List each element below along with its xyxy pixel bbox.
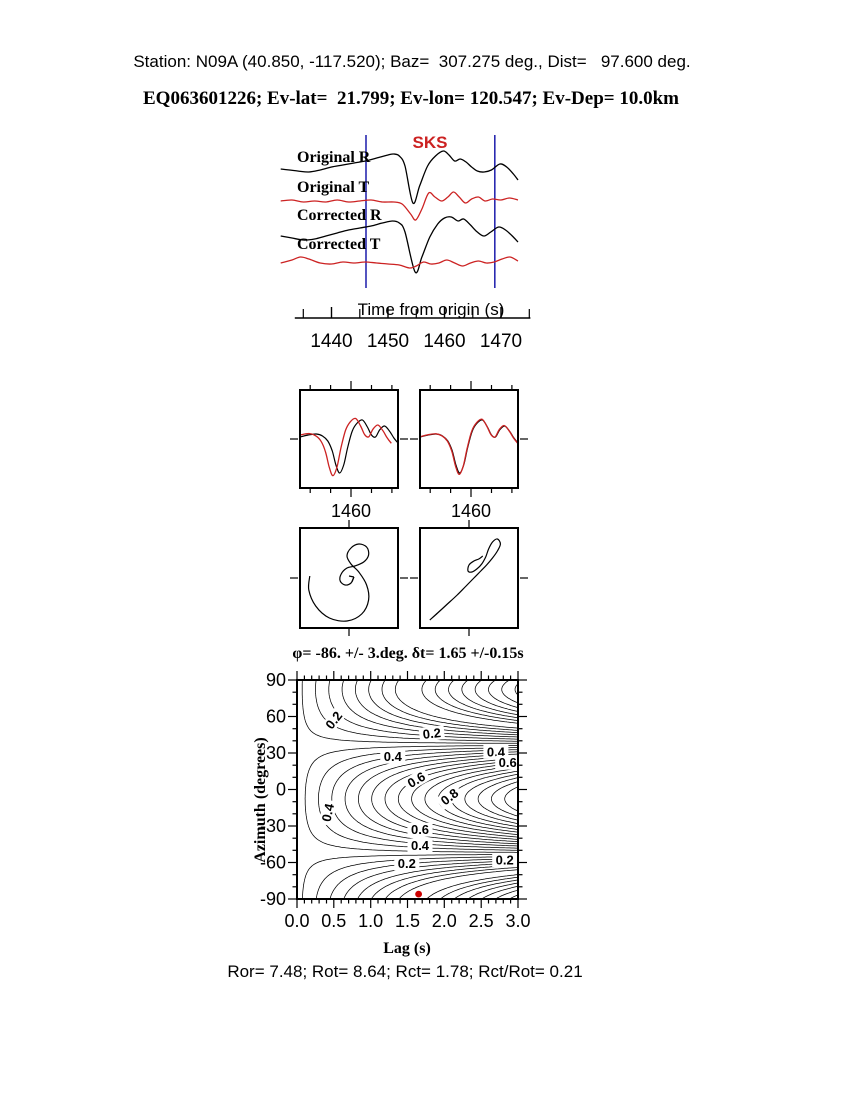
tick-label: 0.6 xyxy=(411,822,429,837)
trace-label-corrected-r: Corrected R xyxy=(297,207,382,224)
tick-label: 1460 xyxy=(451,501,491,521)
tick-label: 30 xyxy=(266,743,286,763)
contour-value-label: 0.6 xyxy=(407,822,433,837)
error-surface-plot: 0.20.20.4 0.40.60.60.80.40.60.40.2 0.20.0 0… xyxy=(260,670,531,931)
tick-label: 0.6 xyxy=(499,755,517,770)
tick-label: 1.0 xyxy=(358,911,383,931)
panel-pulses xyxy=(420,418,518,476)
particle-motion-trace xyxy=(307,543,370,622)
contour-value-label: 0.2 xyxy=(418,725,445,742)
tick-label: 1450 xyxy=(367,331,409,352)
contour-value-label: 0.2 xyxy=(394,856,420,871)
trace-corrected-t xyxy=(280,256,519,269)
particle-motion-panels xyxy=(290,520,528,636)
contour-value-label: 0.4 xyxy=(483,744,509,759)
tick-label: 0.4 xyxy=(319,801,338,823)
event-header: EQ063601226; Ev-lat= 21.799; Ev-lon= 120… xyxy=(143,88,679,109)
splitting-result-title: φ= -86. +/- 3.deg. δt= 1.65 +/-0.15s xyxy=(292,645,524,662)
contour-value-label: 0.4 xyxy=(407,838,433,853)
tick-label: 1470 xyxy=(480,331,522,352)
best-fit-point xyxy=(415,890,422,898)
tick-label: 1460 xyxy=(331,501,371,521)
tick-label: 0.4 xyxy=(411,838,430,853)
tick-label: 2.5 xyxy=(469,911,494,931)
contour-value-label: 0.4 xyxy=(318,798,338,827)
contour-value-label: 0.8 xyxy=(435,783,464,811)
tick-label: 60 xyxy=(266,707,286,727)
contour-value-label: 0.2 xyxy=(320,706,348,735)
contour-value-label: 0.4 xyxy=(380,749,406,764)
trace-corrected-r xyxy=(280,216,519,274)
tick-label: 1440 xyxy=(310,331,352,352)
trace-original-r xyxy=(280,150,519,205)
tick-label: 0.2 xyxy=(398,856,416,871)
trace-label-corrected-t: Corrected T xyxy=(297,236,381,253)
contour-value-label: 0.6 xyxy=(495,755,521,770)
tick-label: 3.0 xyxy=(505,911,530,931)
energy-ratio-stats: Ror= 7.48; Rot= 8.64; Rct= 1.78; Rct/Rot… xyxy=(227,962,583,981)
tick-label: -90 xyxy=(260,889,286,909)
tick-label: 1460 xyxy=(423,331,465,352)
trace-original-t xyxy=(280,191,519,221)
tick-label: 2.0 xyxy=(432,911,457,931)
tick-label: 0.2 xyxy=(496,853,514,868)
tick-label: -30 xyxy=(260,816,286,836)
contour-value-label: 0.2 xyxy=(492,853,518,868)
tick-label: 1.5 xyxy=(395,911,420,931)
phase-label-sks: SKS xyxy=(412,133,448,152)
particle-motion-trace xyxy=(429,538,502,621)
panel-pulses xyxy=(300,417,398,477)
tick-label: 0.4 xyxy=(384,749,403,764)
time-axis-title: Time from origin (s) xyxy=(357,300,505,319)
tick-label: -60 xyxy=(260,853,286,873)
station-header: Station: N09A (40.850, -117.520); Baz= 3… xyxy=(133,52,691,71)
tick-label: 0.2 xyxy=(422,725,442,742)
tick-label: 0 xyxy=(276,780,286,800)
azimuth-axis-title: Azimuth (degrees) xyxy=(252,737,269,863)
trace-label-original-t: Original T xyxy=(297,179,370,196)
trace-label-original-r: Original R xyxy=(297,149,371,166)
tick-label: 90 xyxy=(266,670,286,690)
waveform-plot: 1440 1450 1460 1470 xyxy=(280,135,531,352)
tick-label: 0.0 xyxy=(284,911,309,931)
tick-label: 0.5 xyxy=(321,911,346,931)
lag-axis-title: Lag (s) xyxy=(383,940,431,957)
tick-label: 0.4 xyxy=(487,744,506,759)
comparison-panels: 1460 1460 xyxy=(290,381,528,521)
